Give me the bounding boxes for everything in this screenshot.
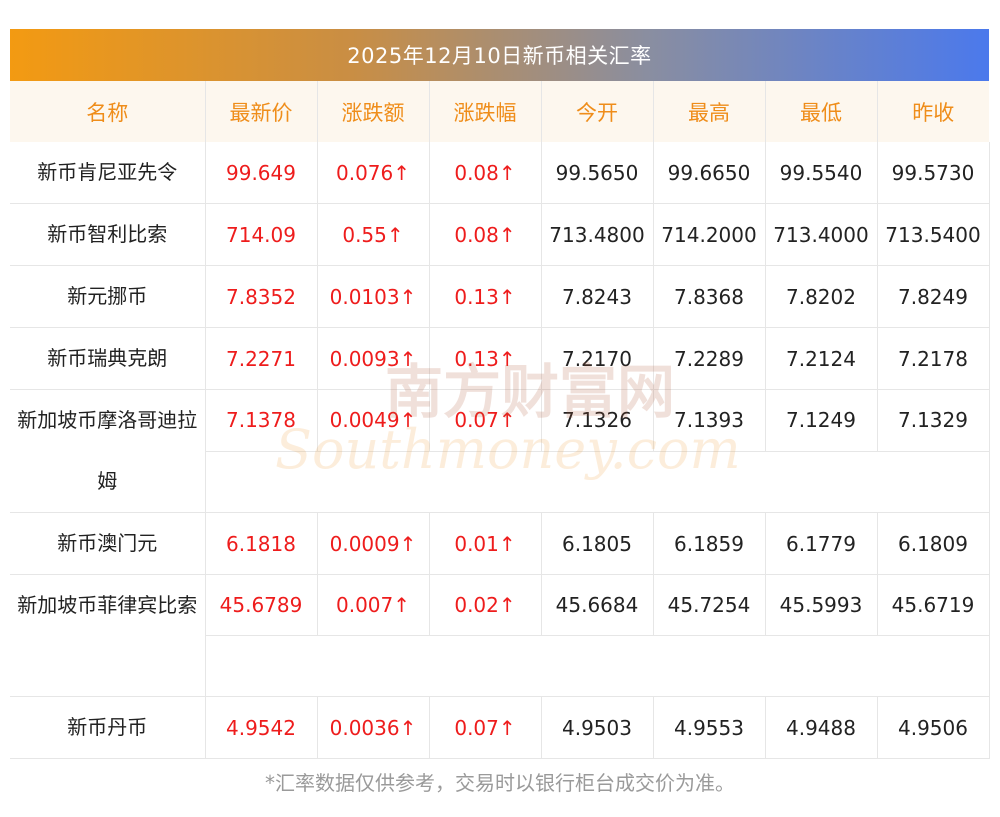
table-row: 新币瑞典克朗 7.2271 0.0093↑ 0.13↑ 7.2170 7.2289 7.21… [10,327,990,390]
cell-high: 714.2000 [653,203,766,266]
header-low: 最低 [765,81,878,142]
cell-prev-close: 7.1329 [877,389,990,452]
cell-change: 0.076↑ [317,142,430,204]
cell-latest: 7.2271 [205,327,318,390]
cell-latest: 99.649 [205,142,318,204]
table-row: 新加坡币摩洛哥迪拉姆 7.1378 0.0049↑ 0.07↑ 7.1326 7.1393… [10,389,990,513]
cell-change-pct: 0.08↑ [429,203,542,266]
cell-open: 713.4800 [541,203,654,266]
cell-open: 99.5650 [541,142,654,204]
table-row: 新币丹币 4.9542 0.0036↑ 0.07↑ 4.9503 4.9553 4.9488… [10,696,990,759]
rate-table-container: 2025年12月10日新币相关汇率 名称 最新价 涨跌额 涨跌幅 今开 最高 最… [10,29,990,759]
header-change: 涨跌额 [317,81,430,142]
cell-latest: 45.6789 [205,574,318,636]
cell-currency-name: 新币丹币 [10,696,206,759]
cell-currency-name: 新币智利比索 [10,203,206,266]
table-row: 新币肯尼亚先令 99.649 0.076↑ 0.08↑ 99.5650 99.6650 99… [10,142,990,204]
cell-currency-name: 新加坡币菲律宾比索 [10,574,206,697]
cell-high: 6.1859 [653,512,766,575]
cell-prev-close: 6.1809 [877,512,990,575]
cell-high: 7.1393 [653,389,766,452]
header-high: 最高 [653,81,766,142]
table-row: 新币澳门元 6.1818 0.0009↑ 0.01↑ 6.1805 6.1859 6.177… [10,512,990,575]
cell-currency-name: 新元挪币 [10,265,206,328]
cell-change-pct: 0.07↑ [429,696,542,759]
cell-change: 0.0049↑ [317,389,430,452]
cell-low: 7.2124 [765,327,878,390]
disclaimer-note: *汇率数据仅供参考，交易时以银行柜台成交价为准。 [265,771,735,795]
cell-currency-name: 新币肯尼亚先令 [10,142,206,204]
empty-cell [205,635,990,697]
cell-open: 6.1805 [541,512,654,575]
exchange-rate-table: 名称 最新价 涨跌额 涨跌幅 今开 最高 最低 昨收 新币肯尼亚先令 99.649… [10,81,990,759]
cell-low: 99.5540 [765,142,878,204]
cell-low: 7.1249 [765,389,878,452]
header-name: 名称 [10,81,206,142]
cell-currency-name: 新币澳门元 [10,512,206,575]
cell-low: 7.8202 [765,265,878,328]
header-prev-close: 昨收 [877,81,989,142]
cell-low: 713.4000 [765,203,878,266]
cell-change-pct: 0.13↑ [429,327,542,390]
cell-change: 0.0103↑ [317,265,430,328]
cell-open: 45.6684 [541,574,654,636]
header-row: 名称 最新价 涨跌额 涨跌幅 今开 最高 最低 昨收 [10,81,989,142]
cell-open: 7.1326 [541,389,654,452]
cell-change: 0.0036↑ [317,696,430,759]
cell-change-pct: 0.13↑ [429,265,542,328]
cell-change: 0.0009↑ [317,512,430,575]
cell-latest: 6.1818 [205,512,318,575]
cell-low: 45.5993 [765,574,878,636]
cell-open: 7.8243 [541,265,654,328]
cell-currency-name: 新币瑞典克朗 [10,327,206,390]
cell-prev-close: 45.6719 [877,574,990,636]
cell-latest: 714.09 [205,203,318,266]
cell-high: 7.8368 [653,265,766,328]
header-change-pct: 涨跌幅 [429,81,542,142]
cell-latest: 4.9542 [205,696,318,759]
table-title: 2025年12月10日新币相关汇率 [10,29,989,81]
cell-high: 99.6650 [653,142,766,204]
cell-latest: 7.1378 [205,389,318,452]
cell-high: 4.9553 [653,696,766,759]
cell-prev-close: 4.9506 [877,696,990,759]
table-row-continuation [10,451,990,513]
cell-high: 7.2289 [653,327,766,390]
cell-open: 7.2170 [541,327,654,390]
cell-change-pct: 0.07↑ [429,389,542,452]
cell-change-pct: 0.02↑ [429,574,542,636]
cell-change: 0.007↑ [317,574,430,636]
cell-high: 45.7254 [653,574,766,636]
cell-change: 0.0093↑ [317,327,430,390]
table-row: 新币智利比索 714.09 0.55↑ 0.08↑ 713.4800 714.2000 71… [10,203,990,266]
cell-currency-name: 新加坡币摩洛哥迪拉姆 [10,389,206,513]
cell-change-pct: 0.08↑ [429,142,542,204]
table-row-continuation [10,635,990,697]
header-latest: 最新价 [205,81,318,142]
cell-latest: 7.8352 [205,265,318,328]
cell-prev-close: 7.8249 [877,265,990,328]
cell-change: 0.55↑ [317,203,430,266]
cell-change-pct: 0.01↑ [429,512,542,575]
table-row: 新元挪币 7.8352 0.0103↑ 0.13↑ 7.8243 7.8368 7.8202… [10,265,990,328]
cell-open: 4.9503 [541,696,654,759]
empty-cell [205,451,990,513]
header-open: 今开 [541,81,654,142]
cell-prev-close: 7.2178 [877,327,990,390]
cell-low: 4.9488 [765,696,878,759]
cell-prev-close: 713.5400 [877,203,990,266]
cell-low: 6.1779 [765,512,878,575]
cell-prev-close: 99.5730 [877,142,990,204]
table-row: 新加坡币菲律宾比索 45.6789 0.007↑ 0.02↑ 45.6684 45.725… [10,574,990,697]
